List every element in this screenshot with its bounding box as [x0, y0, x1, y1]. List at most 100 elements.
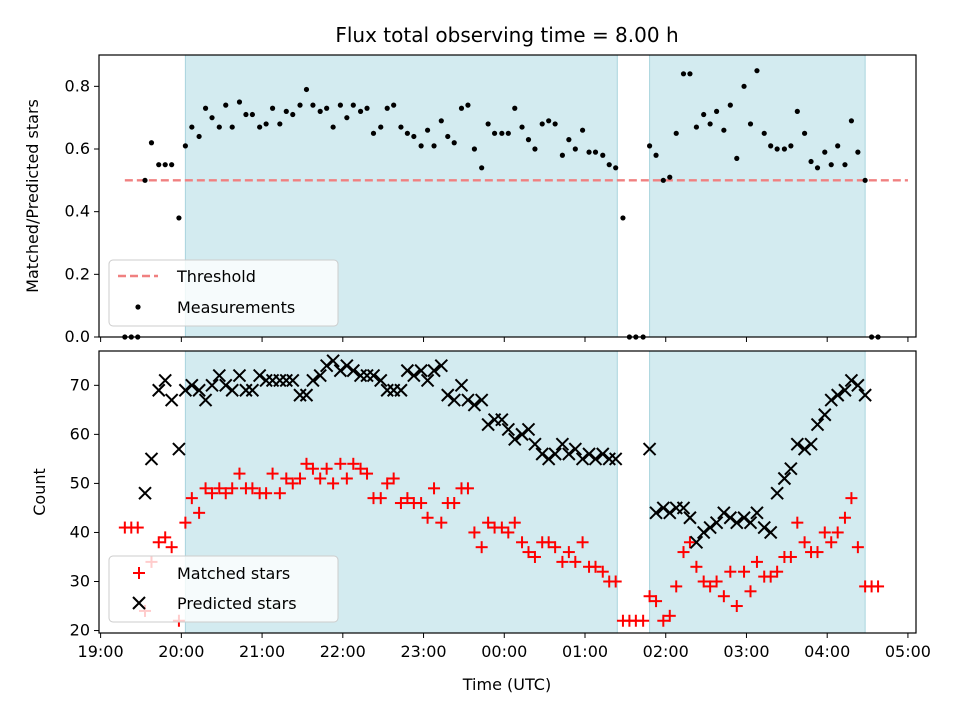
predicted-star-point [259, 373, 273, 388]
measurement-point [209, 115, 215, 121]
measurement-point [391, 102, 397, 108]
legend-threshold-label: Threshold [176, 267, 256, 286]
measurement-point [539, 121, 545, 127]
bottom-axes-frame [98, 350, 917, 634]
predicted-stars-points [138, 354, 872, 549]
measurement-point [196, 133, 202, 140]
measurement-point [707, 121, 713, 127]
bottom-ytick-label: 60 [70, 424, 90, 443]
measurement-point [768, 143, 774, 149]
measurement-point [680, 71, 687, 77]
predicted-star-point [138, 486, 152, 500]
matched-star-point [401, 492, 414, 505]
predicted-star-point [663, 506, 677, 520]
measurement-point [479, 165, 485, 171]
measurement-point [465, 102, 471, 108]
measurement-point [189, 124, 195, 130]
matched-star-point [415, 497, 428, 510]
predicted-star-point [830, 388, 845, 402]
matched-star-point [744, 585, 757, 598]
matched-star-point [522, 546, 535, 559]
predicted-star-point [178, 383, 193, 397]
predicted-star-point [346, 363, 361, 378]
measurement-point [162, 162, 168, 168]
matched-star-point [185, 492, 198, 505]
measurement-point [559, 152, 565, 158]
measurement-point [667, 174, 673, 180]
predicted-star-point [333, 363, 348, 378]
matched-star-point [562, 546, 575, 559]
predicted-star-point [407, 368, 421, 383]
measurement-point [451, 140, 457, 146]
bottom-ytick-label: 50 [70, 473, 90, 492]
matched-star-point [845, 492, 858, 505]
measurement-point [788, 143, 794, 149]
measurement-point [202, 105, 209, 111]
predicted-star-point [548, 447, 562, 461]
measurement-point [431, 143, 437, 149]
measurement-point [552, 121, 558, 127]
matched-star-point [394, 497, 407, 510]
predicted-star-point [709, 515, 724, 530]
predicted-star-point [750, 506, 764, 520]
measurement-point [606, 162, 612, 168]
legend-matched-label: Matched stars [177, 564, 290, 583]
measurement-point [673, 130, 679, 136]
matched-star-point [710, 575, 723, 588]
measurement-point [693, 124, 700, 130]
predicted-star-point [737, 511, 751, 525]
measurement-point [485, 121, 491, 127]
measurement-point [263, 121, 269, 127]
measurement-point [600, 152, 606, 158]
measurement-point [142, 177, 148, 183]
predicted-star-point [723, 511, 738, 525]
predicted-star-point [400, 363, 415, 378]
legend-matched-swatch [133, 567, 145, 579]
matched-star-point [219, 487, 232, 500]
measurement-point [713, 108, 720, 114]
predicted-star-point [535, 447, 549, 461]
predicted-star-point [642, 442, 657, 456]
matched-star-point [213, 482, 226, 495]
measurement-point [499, 130, 505, 136]
matched-star-point [435, 516, 448, 529]
x-axis-label: Time (UTC) [462, 675, 551, 694]
predicted-star-point [212, 368, 226, 383]
matched-star-point [670, 580, 683, 593]
measurement-point [808, 158, 814, 165]
matched-star-point [589, 560, 602, 573]
top-ytick-label: 0.6 [65, 139, 90, 158]
bottom-ytick-label: 70 [70, 375, 90, 394]
bottom-y-axis-label: Count [30, 468, 49, 516]
matched-star-point [549, 541, 562, 554]
bottom-legend-box [108, 555, 339, 623]
matched-star-point [798, 536, 811, 549]
measurement-point [828, 162, 834, 168]
predicted-star-point [501, 422, 516, 437]
measurement-point [182, 143, 188, 149]
predicted-star-point [703, 520, 717, 535]
predicted-star-point [232, 368, 247, 383]
matched-star-point [300, 457, 313, 470]
measurement-point [243, 111, 249, 118]
measurement-point [862, 177, 868, 183]
matched-star-point [387, 472, 400, 485]
predicted-star-point [689, 535, 704, 549]
matched-stars-points [118, 457, 885, 627]
measurement-point [734, 155, 740, 161]
top-legend-box [108, 259, 339, 327]
predicted-star-point [441, 388, 455, 402]
predicted-star-point [770, 486, 784, 500]
measurement-point [781, 146, 788, 152]
measurement-point [223, 102, 229, 108]
predicted-star-point [495, 412, 509, 427]
measurement-point [761, 130, 767, 136]
top-y-axis-label: Matched/Predicted stars [23, 99, 42, 293]
measurement-point [344, 115, 350, 121]
matched-star-point [818, 526, 831, 539]
measurement-point [310, 102, 316, 108]
matched-star-point [294, 472, 307, 485]
predicted-star-point [541, 452, 556, 466]
matched-star-point [576, 536, 589, 549]
predicted-star-point [602, 452, 616, 466]
